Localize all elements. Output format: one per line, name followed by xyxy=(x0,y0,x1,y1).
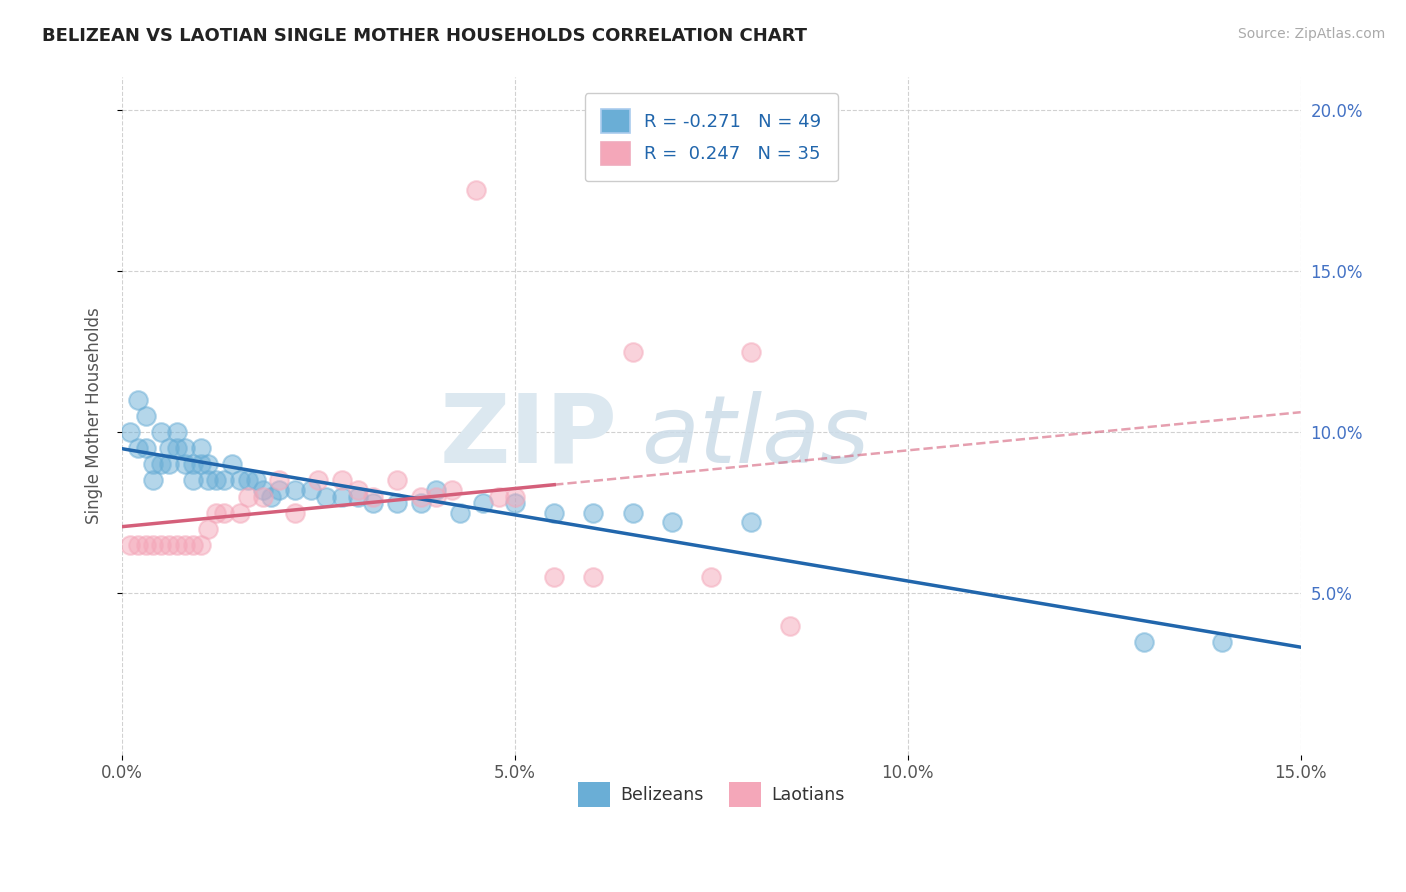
Point xyxy=(582,570,605,584)
Point xyxy=(212,506,235,520)
Legend: Belizeans, Laotians: Belizeans, Laotians xyxy=(571,775,852,814)
Point xyxy=(174,458,197,472)
Point xyxy=(135,442,157,456)
Point xyxy=(363,496,385,510)
Point xyxy=(197,458,219,472)
Point xyxy=(330,474,353,488)
Point xyxy=(661,516,683,530)
Point xyxy=(488,490,510,504)
Point xyxy=(190,538,212,552)
Point xyxy=(299,483,322,498)
Point xyxy=(142,538,165,552)
Point xyxy=(236,474,259,488)
Point xyxy=(363,490,385,504)
Point xyxy=(385,474,408,488)
Point xyxy=(621,506,644,520)
Point xyxy=(740,516,762,530)
Point xyxy=(181,458,204,472)
Point xyxy=(252,483,274,498)
Point xyxy=(150,538,173,552)
Point xyxy=(441,483,464,498)
Point xyxy=(284,483,307,498)
Point xyxy=(190,458,212,472)
Point xyxy=(308,474,330,488)
Point xyxy=(269,483,291,498)
Point xyxy=(330,490,353,504)
Point xyxy=(582,506,605,520)
Point xyxy=(229,506,252,520)
Point xyxy=(118,425,141,439)
Point xyxy=(385,496,408,510)
Point xyxy=(150,458,173,472)
Point xyxy=(229,474,252,488)
Point xyxy=(464,183,486,197)
Point xyxy=(197,522,219,536)
Point xyxy=(181,474,204,488)
Point xyxy=(543,506,565,520)
Point xyxy=(142,474,165,488)
Point xyxy=(621,344,644,359)
Point xyxy=(503,490,526,504)
Text: ZIP: ZIP xyxy=(439,390,617,483)
Point xyxy=(174,538,197,552)
Point xyxy=(409,496,432,510)
Point xyxy=(779,618,801,632)
Point xyxy=(543,570,565,584)
Point xyxy=(127,538,149,552)
Point xyxy=(118,538,141,552)
Point xyxy=(127,442,149,456)
Point xyxy=(1211,634,1233,648)
Point xyxy=(472,496,495,510)
Point xyxy=(166,538,188,552)
Point xyxy=(260,490,283,504)
Point xyxy=(174,442,197,456)
Point xyxy=(245,474,267,488)
Point xyxy=(181,538,204,552)
Point xyxy=(157,442,180,456)
Point xyxy=(157,538,180,552)
Y-axis label: Single Mother Households: Single Mother Households xyxy=(86,308,103,524)
Point xyxy=(425,483,447,498)
Point xyxy=(740,344,762,359)
Point xyxy=(236,490,259,504)
Point xyxy=(166,442,188,456)
Point xyxy=(135,409,157,423)
Point xyxy=(190,442,212,456)
Point xyxy=(449,506,471,520)
Text: atlas: atlas xyxy=(641,391,869,482)
Point xyxy=(197,474,219,488)
Point xyxy=(503,496,526,510)
Point xyxy=(142,458,165,472)
Point xyxy=(212,474,235,488)
Point xyxy=(205,506,228,520)
Point xyxy=(127,392,149,407)
Point xyxy=(425,490,447,504)
Point xyxy=(135,538,157,552)
Point xyxy=(221,458,243,472)
Point xyxy=(150,425,173,439)
Point xyxy=(284,506,307,520)
Point xyxy=(315,490,337,504)
Text: BELIZEAN VS LAOTIAN SINGLE MOTHER HOUSEHOLDS CORRELATION CHART: BELIZEAN VS LAOTIAN SINGLE MOTHER HOUSEH… xyxy=(42,27,807,45)
Point xyxy=(166,425,188,439)
Point xyxy=(157,458,180,472)
Point xyxy=(205,474,228,488)
Point xyxy=(252,490,274,504)
Point xyxy=(1132,634,1154,648)
Point xyxy=(346,483,368,498)
Point xyxy=(700,570,723,584)
Point xyxy=(346,490,368,504)
Text: Source: ZipAtlas.com: Source: ZipAtlas.com xyxy=(1237,27,1385,41)
Point xyxy=(269,474,291,488)
Point xyxy=(409,490,432,504)
